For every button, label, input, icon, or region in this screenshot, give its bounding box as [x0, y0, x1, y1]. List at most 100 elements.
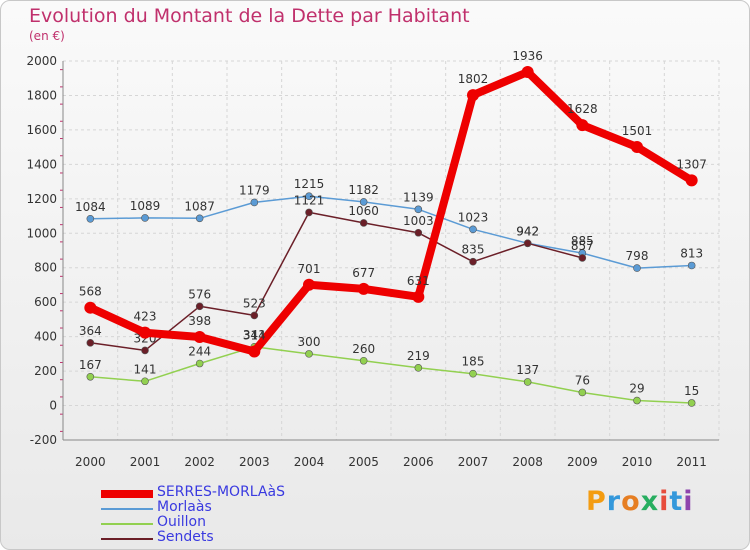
logo-letter: i — [683, 486, 694, 517]
legend-label-sendets: Sendets — [157, 529, 214, 545]
series-line — [86, 68, 696, 356]
data-label: 798 — [626, 249, 649, 263]
x-tick-label: 2007 — [458, 455, 489, 469]
x-tick-label: 2009 — [567, 455, 598, 469]
data-point — [357, 282, 370, 295]
data-label: 1182 — [348, 183, 379, 197]
data-point — [687, 261, 696, 270]
data-label: 1089 — [130, 199, 161, 213]
data-point — [248, 345, 261, 358]
legend-label-serres: SERRES-MORLAàS — [157, 484, 285, 500]
series-line — [89, 195, 693, 269]
y-tick-label: 600 — [34, 295, 57, 309]
data-point — [359, 219, 368, 227]
data-label: 1628 — [567, 102, 598, 116]
data-label: 29 — [629, 382, 644, 396]
data-label: 423 — [134, 310, 157, 324]
data-point — [305, 192, 313, 201]
y-tick-label: -200 — [30, 433, 57, 447]
legend-label-ouillon: Ouillon — [157, 514, 206, 530]
data-point — [195, 302, 204, 311]
y-tick-label: 1000 — [26, 226, 57, 240]
data-point — [305, 208, 313, 217]
data-point — [141, 346, 149, 355]
y-tick-label: 1800 — [26, 88, 57, 102]
data-point — [523, 378, 532, 386]
data-label: 813 — [680, 246, 703, 260]
legend-swatch-ouillon — [101, 523, 153, 525]
legend-swatch-morlaas — [101, 508, 153, 510]
legend-label-morlaas: Morlaàs — [157, 499, 212, 515]
y-tick-label: 2000 — [26, 54, 57, 68]
y-tick-label: 0 — [49, 399, 57, 413]
data-label: 701 — [298, 262, 321, 276]
data-label: 942 — [516, 224, 539, 238]
x-tick-label: 2008 — [512, 455, 543, 469]
data-label: 15 — [684, 384, 699, 398]
data-label: 300 — [298, 335, 321, 349]
data-point — [469, 369, 477, 378]
data-label: 219 — [407, 349, 430, 363]
data-point — [631, 140, 643, 153]
data-label: 314 — [243, 328, 266, 342]
data-label: 76 — [575, 373, 590, 387]
data-label: 1179 — [239, 183, 270, 197]
data-label: 1023 — [458, 210, 489, 224]
data-point — [414, 364, 423, 372]
chart-subtitle: (en €) — [29, 29, 65, 43]
x-tick-label: 2000 — [75, 455, 106, 469]
data-label: 260 — [352, 342, 375, 356]
data-label: 568 — [79, 285, 102, 299]
logo-letter: i — [659, 486, 670, 517]
data-label: 1121 — [294, 193, 325, 207]
data-label: 137 — [516, 363, 539, 377]
data-label: 141 — [134, 362, 157, 376]
proxiti-logo: Proxiti — [586, 486, 694, 517]
x-tick-label: 2011 — [676, 455, 707, 469]
y-tick-label: 1400 — [26, 157, 57, 171]
data-label: 364 — [79, 324, 102, 338]
data-point — [86, 339, 95, 347]
data-point — [305, 350, 313, 358]
data-point — [685, 174, 698, 187]
data-point — [469, 225, 477, 234]
series-line — [89, 211, 584, 352]
data-label: 167 — [79, 358, 102, 372]
logo-letter: r — [606, 486, 622, 517]
data-point — [303, 278, 315, 291]
y-tick-label: 200 — [34, 364, 57, 378]
logo-letter: P — [586, 486, 607, 517]
logo-letter: t — [669, 486, 684, 517]
data-label: 576 — [188, 287, 211, 301]
data-point — [84, 301, 97, 314]
y-tick-label: 1200 — [26, 192, 57, 206]
x-tick-label: 2010 — [622, 455, 653, 469]
legend-swatch-sendets — [101, 538, 153, 540]
data-point — [467, 89, 479, 102]
logo-letter: o — [621, 486, 641, 517]
x-tick-label: 2004 — [294, 455, 325, 469]
x-tick-label: 2006 — [403, 455, 434, 469]
y-tick-label: 400 — [34, 330, 57, 344]
x-tick-label: 2002 — [184, 455, 215, 469]
data-point — [521, 66, 534, 79]
data-point — [86, 215, 95, 223]
data-point — [141, 214, 149, 222]
data-label: 1215 — [294, 177, 325, 191]
data-point — [195, 214, 204, 223]
data-point — [412, 290, 425, 303]
data-point — [250, 198, 259, 207]
data-point — [687, 399, 696, 407]
data-label: 835 — [462, 243, 485, 257]
x-tick-label: 2001 — [130, 455, 161, 469]
data-point — [139, 326, 151, 339]
data-point — [578, 254, 587, 262]
data-label: 631 — [407, 274, 430, 288]
data-label: 185 — [462, 355, 485, 369]
data-label: 523 — [243, 296, 266, 310]
data-point — [193, 330, 206, 343]
data-point — [469, 257, 477, 266]
data-label: 885 — [571, 234, 594, 248]
data-label: 1060 — [348, 204, 379, 218]
